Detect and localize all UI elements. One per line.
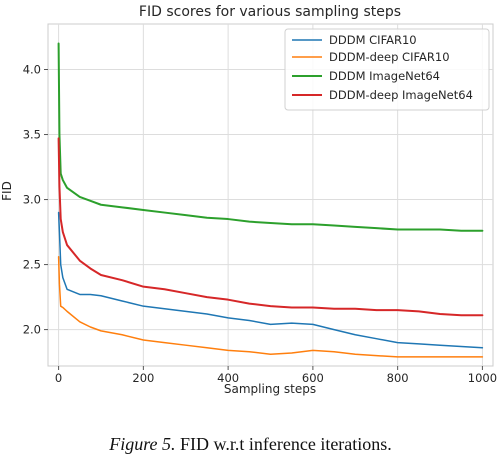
y-tick-label: 3.5 [23, 128, 41, 142]
y-tick-label: 4.0 [23, 63, 41, 77]
x-tick-label: 1000 [468, 371, 497, 385]
figure-label: Figure 5. [109, 434, 176, 454]
x-tick-label: 0 [55, 371, 62, 385]
fid-line-chart: 0 200 400 600 800 1000 2.0 2.5 3.0 3.5 4.0 FID sc… [0, 4, 497, 396]
legend-label-dddm-cifar10: DDDM CIFAR10 [329, 33, 417, 47]
y-axis-label: FID [0, 181, 14, 201]
series-line-dddm-deep-cifar10 [57, 256, 484, 358]
y-tick-label: 2.0 [23, 323, 41, 337]
series-line-dddm-imagenet64 [57, 42, 484, 232]
x-axis-label: Sampling steps [224, 382, 316, 396]
x-tick-label: 600 [302, 371, 324, 385]
x-tick-label: 200 [132, 371, 154, 385]
caption-text: FID w.r.t inference iterations. [180, 434, 392, 454]
legend-box [284, 28, 490, 111]
legend: DDDM CIFAR10 DDDM-deep CIFAR10 DDDM Imag… [284, 28, 490, 111]
chart-title: FID scores for various sampling steps [139, 4, 401, 20]
x-axis-ticks: 0 200 400 600 800 1000 [55, 366, 497, 385]
series-line-dddm-cifar10 [57, 211, 484, 349]
y-tick-label: 2.5 [23, 258, 41, 272]
x-tick-label: 800 [387, 371, 409, 385]
y-axis-ticks: 2.0 2.5 3.0 3.5 4.0 [23, 63, 48, 337]
legend-label-dddm-deep-cifar10: DDDM-deep CIFAR10 [329, 50, 450, 64]
legend-label-dddm-deep-imagenet64: DDDM-deep ImageNet64 [329, 88, 473, 102]
legend-label-dddm-imagenet64: DDDM ImageNet64 [329, 69, 440, 83]
series-line-dddm-deep-imagenet64 [57, 137, 484, 317]
x-tick-label: 400 [217, 371, 239, 385]
figure-caption: Figure 5. FID w.r.t inference iterations… [0, 434, 501, 455]
y-tick-label: 3.0 [23, 193, 41, 207]
series-lines [57, 42, 484, 358]
